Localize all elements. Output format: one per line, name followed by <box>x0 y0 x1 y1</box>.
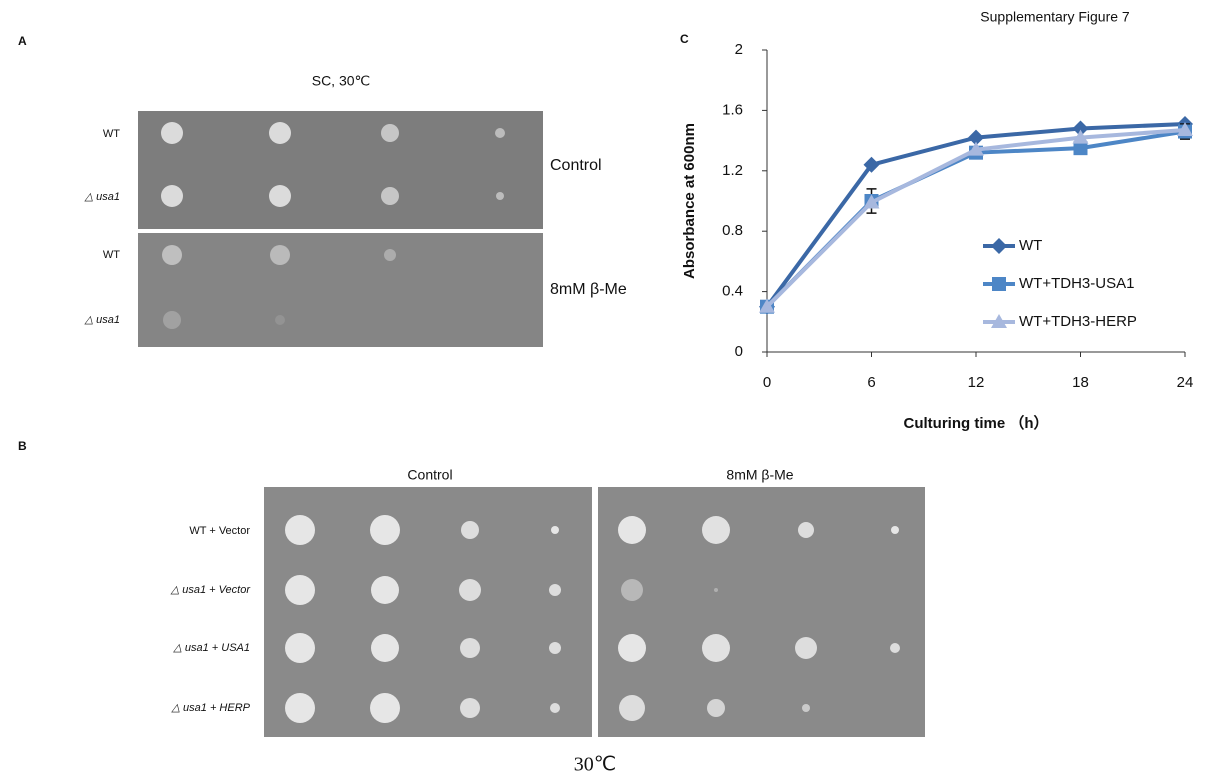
legend-label: WT <box>1019 237 1042 254</box>
colony-spot <box>891 526 899 534</box>
colony-spot <box>269 122 291 144</box>
colony-spot <box>619 695 645 721</box>
plate-photo <box>598 487 925 737</box>
colony-spot <box>459 579 481 601</box>
treatment-label: Control <box>550 157 602 174</box>
colony-spot <box>549 642 561 654</box>
colony-spot <box>618 516 646 544</box>
colony-spot <box>270 245 290 265</box>
colony-spot <box>285 693 315 723</box>
colony-spot <box>795 637 817 659</box>
colony-spot <box>461 521 479 539</box>
colony-spot <box>460 638 480 658</box>
colony-spot <box>371 576 399 604</box>
colony-spot <box>798 522 814 538</box>
legend-marker <box>991 238 1007 254</box>
colony-spot <box>802 704 810 712</box>
temperature-label: 30℃ <box>574 754 616 776</box>
colony-spot <box>707 699 725 717</box>
y-tick-label: 1.2 <box>722 162 743 179</box>
x-tick-label: 6 <box>867 374 875 391</box>
row-label: △ usa1 <box>84 314 120 326</box>
colony-spot <box>269 185 291 207</box>
row-label: WT <box>103 249 120 261</box>
x-tick-label: 0 <box>763 374 771 391</box>
colony-spot <box>163 311 181 329</box>
colony-spot <box>702 516 730 544</box>
y-tick-label: 0.4 <box>722 283 743 300</box>
treatment-label: 8mM β-Me <box>550 281 627 298</box>
row-label: △ usa1 + USA1 <box>172 642 250 654</box>
row-label: △ usa1 + Vector <box>170 584 252 596</box>
figure-title: Supplementary Figure 7 <box>980 9 1130 25</box>
colony-spot <box>714 588 718 592</box>
colony-spot <box>890 643 900 653</box>
y-tick-label: 0.8 <box>722 222 743 239</box>
colony-spot <box>381 187 399 205</box>
y-tick-label: 1.6 <box>722 101 743 118</box>
colony-spot <box>285 633 315 663</box>
legend-label: WT+TDH3-HERP <box>1019 313 1137 330</box>
condition-label: SC, 30℃ <box>312 73 371 89</box>
colony-spot <box>161 185 183 207</box>
y-axis-label: Absorbance at 600nm <box>681 123 698 279</box>
row-label: △ usa1 <box>84 191 120 203</box>
panel-letter: A <box>18 34 27 48</box>
colony-spot <box>275 315 285 325</box>
x-tick-label: 24 <box>1177 374 1194 391</box>
colony-spot <box>495 128 505 138</box>
legend-label: WT+TDH3-USA1 <box>1019 275 1134 292</box>
colony-spot <box>370 693 400 723</box>
panel-letter: C <box>680 32 689 46</box>
column-label: 8mM β-Me <box>726 467 793 483</box>
colony-spot <box>161 122 183 144</box>
colony-spot <box>162 245 182 265</box>
row-label: WT + Vector <box>189 525 250 537</box>
colony-spot <box>285 515 315 545</box>
colony-spot <box>384 249 396 261</box>
x-tick-label: 18 <box>1072 374 1089 391</box>
colony-spot <box>370 515 400 545</box>
colony-spot <box>621 579 643 601</box>
x-axis-label: Culturing time （h） <box>904 414 1049 432</box>
figure: Supplementary Figure 7 A B C SC, 30℃ WT … <box>0 0 1213 782</box>
colony-spot <box>285 575 315 605</box>
row-label: WT <box>103 128 120 140</box>
plate-photo <box>138 233 543 347</box>
row-label: △ usa1 + HERP <box>171 702 251 714</box>
colony-spot <box>549 584 561 596</box>
column-label: Control <box>407 467 452 483</box>
legend-marker <box>992 277 1006 291</box>
y-tick-label: 2 <box>735 41 743 58</box>
colony-spot <box>460 698 480 718</box>
x-tick-label: 12 <box>968 374 985 391</box>
colony-spot <box>381 124 399 142</box>
colony-spot <box>550 703 560 713</box>
colony-spot <box>618 634 646 662</box>
colony-spot <box>371 634 399 662</box>
colony-spot <box>702 634 730 662</box>
y-tick-label: 0 <box>735 343 743 360</box>
plate-photo <box>138 111 543 229</box>
colony-spot <box>551 526 559 534</box>
panel-letter: B <box>18 439 27 453</box>
colony-spot <box>496 192 504 200</box>
